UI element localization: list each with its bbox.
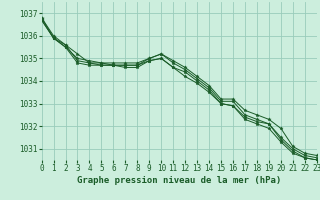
X-axis label: Graphe pression niveau de la mer (hPa): Graphe pression niveau de la mer (hPa) bbox=[77, 176, 281, 185]
